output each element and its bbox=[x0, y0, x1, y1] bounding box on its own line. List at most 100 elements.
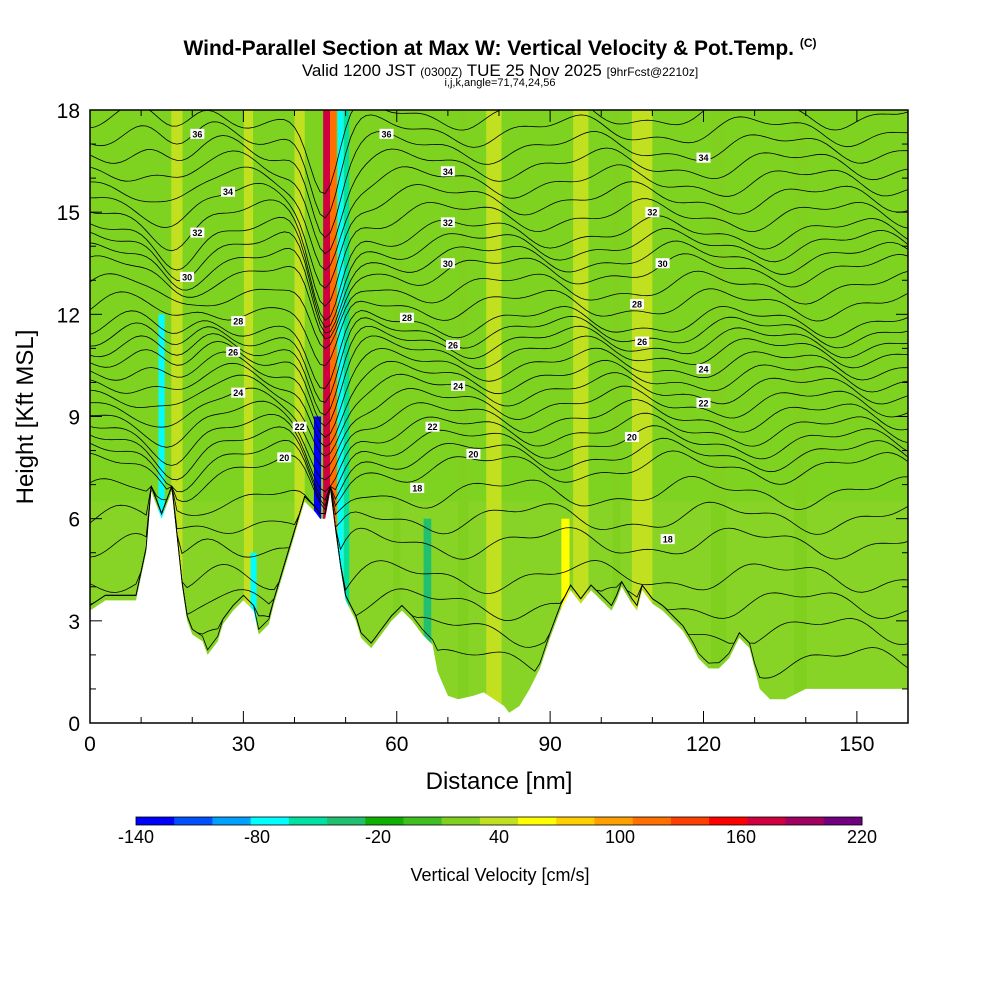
chart-title-text: Wind-Parallel Section at Max W: Vertical… bbox=[183, 37, 794, 60]
contour-label-bg bbox=[624, 431, 639, 442]
chart-title: Wind-Parallel Section at Max W: Vertical… bbox=[0, 36, 1000, 61]
contour-label: 24 bbox=[696, 363, 711, 374]
w-streak bbox=[711, 110, 727, 723]
colorbar-tick-label: 160 bbox=[726, 827, 756, 847]
contour-label-text: 32 bbox=[443, 218, 453, 228]
contour-label-bg bbox=[231, 387, 246, 398]
contour-label: 28 bbox=[399, 312, 414, 323]
colorbar-swatch bbox=[594, 817, 634, 825]
colorbar-swatch bbox=[212, 817, 252, 825]
contour-label-text: 18 bbox=[663, 535, 673, 545]
contour-label-bg bbox=[451, 380, 466, 391]
contour-label-text: 34 bbox=[443, 167, 453, 177]
contour-label-text: 34 bbox=[698, 153, 708, 163]
w-streak bbox=[458, 110, 469, 723]
colorbar-swatch bbox=[327, 817, 366, 825]
contour-label-bg bbox=[379, 128, 394, 139]
w-streak bbox=[631, 110, 653, 723]
contour-label-text: 20 bbox=[627, 432, 637, 442]
contour-label-text: 24 bbox=[698, 364, 708, 374]
contour-label-text: 32 bbox=[192, 228, 202, 238]
contour-label-bg bbox=[399, 312, 414, 323]
colorbar-swatch bbox=[441, 817, 481, 825]
colorbar-swatch bbox=[556, 817, 596, 825]
chart-subtitle: Valid 1200 JST (0300Z) TUE 25 Nov 2025 [… bbox=[0, 61, 1000, 81]
theta-contour-line bbox=[90, 114, 908, 219]
w-streak bbox=[323, 110, 331, 723]
theta-contour-line bbox=[90, 359, 908, 448]
contour-label: 32 bbox=[190, 227, 205, 238]
contour-label: 26 bbox=[445, 339, 460, 350]
contour-label: 36 bbox=[379, 128, 394, 139]
contour-label: 34 bbox=[221, 186, 236, 197]
contour-label-bg bbox=[277, 452, 292, 463]
valid-date: TUE 25 Nov 2025 bbox=[466, 61, 602, 80]
theta-contour-line bbox=[90, 164, 908, 271]
theta-contour-line bbox=[90, 305, 908, 389]
theta-contour-line bbox=[90, 270, 908, 350]
theta-contour-line bbox=[90, 147, 908, 255]
contour-label: 28 bbox=[630, 299, 645, 310]
y-tick-label: 9 bbox=[68, 407, 80, 430]
contour-label-text: 30 bbox=[182, 272, 192, 282]
w-streak bbox=[423, 518, 432, 723]
theta-contour-line bbox=[90, 437, 908, 507]
theta-contour-line bbox=[90, 315, 908, 403]
theta-contour-line bbox=[90, 335, 908, 427]
colorbar-tick-label: 220 bbox=[847, 827, 877, 847]
colorbar-frame bbox=[135, 816, 863, 826]
theta-contour-line bbox=[90, 486, 908, 595]
colorbar-swatch bbox=[670, 817, 710, 825]
w-streak bbox=[294, 110, 305, 723]
contour-label-text: 20 bbox=[279, 453, 289, 463]
contour-label-text: 30 bbox=[443, 259, 453, 269]
colorbar: -140 -80 -20 40 100 160 220 bbox=[118, 816, 877, 847]
colorbar-swatch bbox=[785, 817, 825, 825]
contour-label: 22 bbox=[292, 421, 307, 432]
contour-label: 28 bbox=[231, 316, 246, 327]
terrain-surface bbox=[90, 491, 908, 723]
utc-time: (0300Z) bbox=[420, 65, 463, 79]
theta-contour-line bbox=[90, 399, 908, 481]
contour-label-bg bbox=[180, 271, 195, 282]
contour-label-bg bbox=[221, 186, 236, 197]
theta-contour-line bbox=[90, 372, 908, 457]
contour-label-text: 22 bbox=[698, 398, 708, 408]
contour-label-bg bbox=[190, 227, 205, 238]
x-tick-label: 60 bbox=[385, 733, 408, 756]
theta-contour-line bbox=[90, 486, 908, 679]
contour-label: 32 bbox=[645, 207, 660, 218]
contour-label-text: 32 bbox=[647, 208, 657, 218]
valid-time: Valid 1200 JST bbox=[301, 61, 416, 80]
colorbar-tick-label: 100 bbox=[605, 827, 635, 847]
contour-label-bg bbox=[466, 448, 481, 459]
contour-label-text: 28 bbox=[632, 300, 642, 310]
colorbar-swatch bbox=[365, 817, 404, 825]
copyright-mark: (C) bbox=[799, 36, 817, 50]
contour-label: 18 bbox=[410, 483, 425, 494]
contour-label-bg bbox=[445, 339, 460, 350]
w-streak bbox=[171, 110, 183, 723]
contour-label: 36 bbox=[190, 128, 205, 139]
contour-label: 30 bbox=[440, 258, 455, 269]
contour-label-text: 24 bbox=[233, 388, 243, 398]
colorbar-swatch bbox=[403, 817, 443, 825]
colorbar-swatch bbox=[823, 817, 863, 825]
contour-label-text: 36 bbox=[382, 129, 392, 139]
colorbar-swatch bbox=[518, 817, 557, 825]
x-tick-label: 0 bbox=[84, 733, 96, 756]
contour-label-bg bbox=[655, 258, 670, 269]
contour-label-bg bbox=[440, 217, 455, 228]
w-streak bbox=[573, 110, 589, 723]
contour-label-text: 28 bbox=[233, 317, 243, 327]
contour-label-text: 26 bbox=[448, 340, 458, 350]
theta-contour-line bbox=[90, 240, 908, 334]
theta-contour-line bbox=[90, 227, 908, 329]
contour-label-bg bbox=[635, 336, 650, 347]
contour-label: 24 bbox=[451, 380, 466, 391]
theta-contour-line bbox=[90, 425, 908, 501]
contour-label-bg bbox=[231, 316, 246, 327]
theta-contour-line bbox=[90, 385, 908, 469]
contour-label-text: 18 bbox=[412, 484, 422, 494]
